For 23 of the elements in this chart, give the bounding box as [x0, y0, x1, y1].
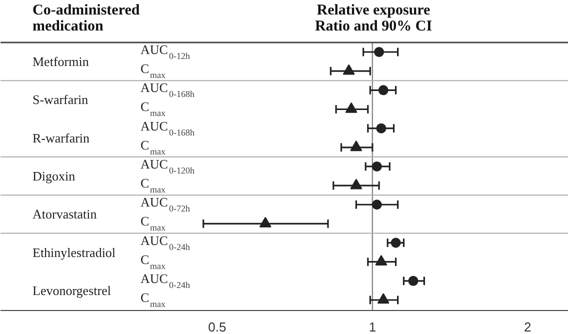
- annotation: Atorvastatin: [32, 206, 98, 222]
- annotation: S-warfarin: [32, 92, 89, 108]
- chart-title: Relative exposure Ratio and 90% CI: [314, 2, 432, 34]
- point: [372, 200, 382, 210]
- annotation: Digoxin: [32, 168, 76, 184]
- point: [375, 255, 388, 266]
- annotation: R-warfarin: [32, 130, 90, 146]
- point: [376, 123, 386, 134]
- point: [372, 161, 382, 172]
- point: [350, 140, 362, 152]
- annotation: Ethinylestradiol: [32, 244, 116, 260]
- point: [374, 47, 384, 57]
- point: [377, 293, 390, 304]
- point: [378, 85, 388, 96]
- point: [342, 64, 355, 75]
- x-tick-label: 1: [368, 320, 376, 334]
- point: [350, 178, 362, 190]
- point: [345, 102, 358, 113]
- annotation: Metformin: [32, 54, 90, 70]
- annotation: Levonorgestrel: [32, 282, 112, 298]
- x-tick-label: 0.5: [208, 320, 226, 334]
- x-tick-label: 2: [524, 320, 532, 334]
- y-axis-title: Co-administered medication: [32, 2, 140, 34]
